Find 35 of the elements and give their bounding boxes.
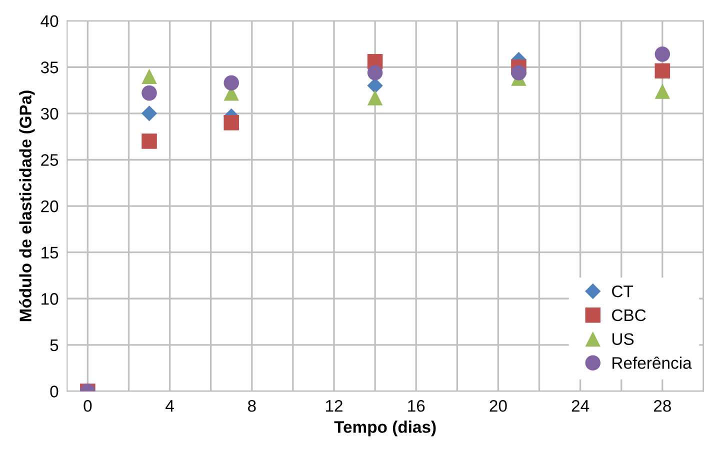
x-tick-label: 24 xyxy=(572,400,590,412)
y-tick-label: 35 xyxy=(40,62,58,74)
point xyxy=(142,85,157,101)
y-tick-label: 0 xyxy=(50,386,58,398)
x-tick-label: 28 xyxy=(654,400,671,412)
x-tick-label: 16 xyxy=(408,400,425,412)
point xyxy=(367,90,383,106)
point xyxy=(142,134,157,149)
point xyxy=(367,65,383,80)
point xyxy=(141,106,158,122)
legend-label: US xyxy=(612,333,634,345)
y-tick-label: 40 xyxy=(40,15,58,28)
point xyxy=(654,63,670,78)
x-tick-label: 8 xyxy=(248,400,256,412)
y-axis-title: Módulo de elasticidade (GPa) xyxy=(19,90,35,322)
point xyxy=(654,46,670,62)
legend-label: CT xyxy=(612,285,634,298)
x-tick-label: 4 xyxy=(166,400,174,412)
y-tick-label: 25 xyxy=(41,154,58,166)
point xyxy=(511,65,526,80)
y-tick-label: 5 xyxy=(50,340,58,352)
point xyxy=(224,75,240,91)
x-tick-label: 20 xyxy=(490,400,507,412)
x-tick-label: 0 xyxy=(84,400,92,412)
y-tick-label: 30 xyxy=(40,108,58,120)
y-tick-label: 20 xyxy=(41,200,58,212)
x-axis-title: Tempo (dias) xyxy=(334,420,436,436)
point xyxy=(654,84,670,99)
y-tick-label: 15 xyxy=(42,246,58,259)
y-tick-label: 10 xyxy=(42,293,58,305)
legend-label: CBC xyxy=(612,309,646,322)
point xyxy=(142,68,157,84)
point xyxy=(224,115,240,130)
legend-label: Referência xyxy=(612,356,692,369)
x-tick-label: 12 xyxy=(326,400,342,412)
